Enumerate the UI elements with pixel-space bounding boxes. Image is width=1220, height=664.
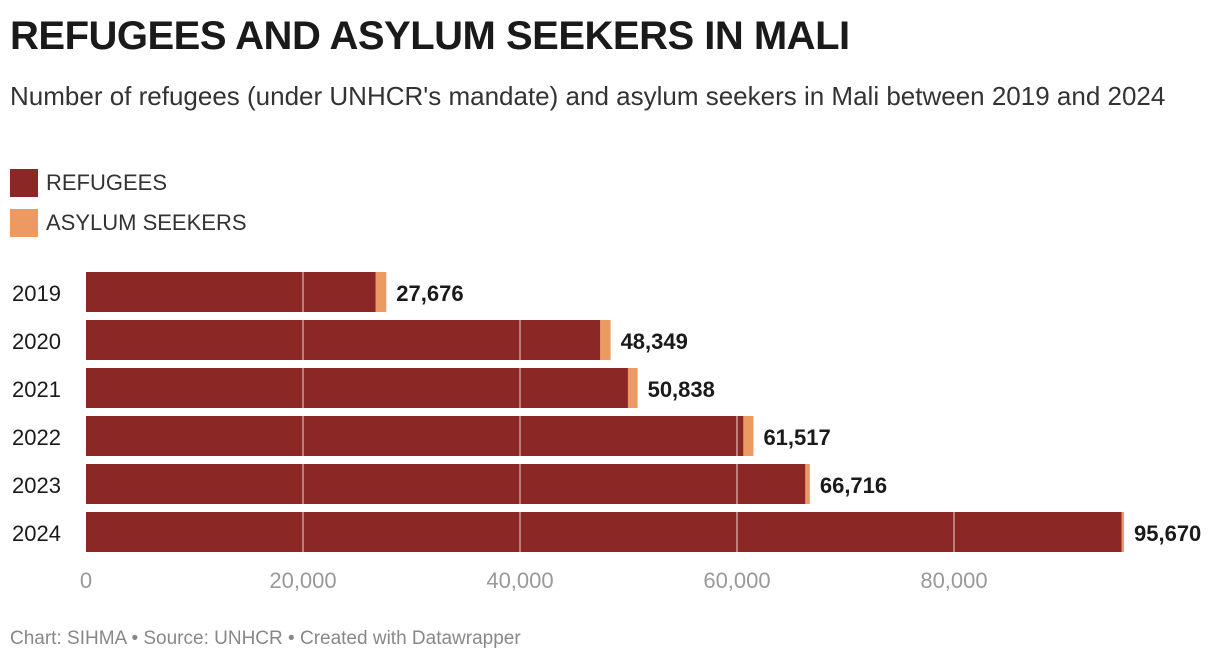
bar-asylum-seekers (627, 368, 638, 408)
bar-chart: 2019 27,676 2020 48,349 2021 50,838 2022 61,517… (12, 272, 1201, 593)
x-tick-label: 0 (80, 568, 92, 593)
footer-source: Source: UNHCR (143, 628, 283, 649)
category-label: 2021 (12, 377, 61, 402)
data-label: 48,349 (621, 329, 688, 354)
legend-item-refugees: REFUGEES (10, 168, 247, 198)
category-label: 2022 (12, 425, 61, 450)
bar-refugees (86, 368, 628, 408)
chart-title: REFUGEES AND ASYLUM SEEKERS IN MALI (10, 14, 850, 58)
data-label: 27,676 (396, 281, 463, 306)
bar-refugees (86, 512, 1122, 552)
category-label: 2024 (12, 521, 61, 546)
bar-refugees (86, 320, 601, 360)
x-tick-label: 20,000 (269, 568, 336, 593)
bar-asylum-seekers (743, 416, 754, 456)
legend-label-asylum-seekers: ASYLUM SEEKERS (46, 210, 247, 235)
footer-separator: • (288, 628, 300, 649)
chart-subtitle: Number of refugees (under UNHCR's mandat… (10, 81, 1166, 111)
x-tick-label: 40,000 (486, 568, 553, 593)
x-tick-label: 80,000 (920, 568, 987, 593)
legend-item-asylum-seekers: ASYLUM SEEKERS (10, 208, 247, 238)
category-label: 2023 (12, 473, 61, 498)
chart-footer: Chart: SIHMA • Source: UNHCR • Created w… (10, 628, 521, 650)
data-label: 61,517 (763, 425, 830, 450)
footer-separator: • (131, 628, 144, 649)
footer-credit: Chart: SIHMA (10, 628, 127, 649)
bar-asylum-seekers (805, 464, 810, 504)
footer-created-with: Created with Datawrapper (299, 628, 521, 649)
legend-label-refugees: REFUGEES (46, 170, 168, 195)
data-label: 50,838 (648, 377, 715, 402)
bar-asylum-seekers (600, 320, 611, 360)
legend: REFUGEES ASYLUM SEEKERS (10, 168, 247, 248)
x-tick-label: 60,000 (703, 568, 770, 593)
bar-asylum-seekers (1121, 512, 1124, 552)
category-label: 2020 (12, 329, 61, 354)
bar-refugees (86, 416, 744, 456)
bar-refugees (86, 464, 806, 504)
data-label: 66,716 (820, 473, 887, 498)
legend-swatch-refugees (10, 169, 38, 197)
bar-asylum-seekers (375, 272, 387, 312)
category-label: 2019 (12, 281, 61, 306)
legend-swatch-asylum-seekers (10, 209, 38, 237)
bar-refugees (86, 272, 376, 312)
data-label: 95,670 (1134, 521, 1201, 546)
